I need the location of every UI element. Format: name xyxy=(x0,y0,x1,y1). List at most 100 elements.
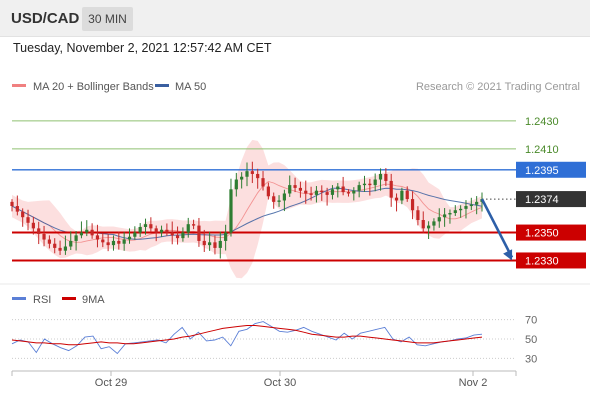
candle-body xyxy=(191,224,196,226)
candle-body xyxy=(373,179,377,186)
candle-body xyxy=(197,225,201,241)
ma20-line xyxy=(11,181,483,243)
candle-body xyxy=(154,228,158,233)
rsi-legend-label: RSI xyxy=(33,294,51,306)
x-tick-label: Oct 30 xyxy=(264,377,296,389)
timeframe-badge[interactable]: 30 MIN xyxy=(82,7,133,31)
candle-body xyxy=(90,229,94,236)
candle-body xyxy=(10,201,14,207)
candle-body xyxy=(469,204,473,207)
candle-body xyxy=(304,190,308,194)
bollinger-legend-label: MA 20 + Bollinger Bands xyxy=(33,81,154,93)
candle-body xyxy=(47,239,51,244)
candle-body xyxy=(256,173,260,179)
candle-body xyxy=(400,190,404,201)
candle-body xyxy=(320,190,324,193)
candle-body xyxy=(122,239,126,244)
candle-body xyxy=(79,232,84,236)
level-label-1.2350: 1.2350 xyxy=(525,228,559,240)
level-label-1.2430: 1.2430 xyxy=(525,116,559,128)
level-badge-1.2350 xyxy=(516,224,586,241)
candle-body xyxy=(213,242,217,248)
copyright-text: Research © 2021 Trading Central xyxy=(416,81,580,93)
rsi-ma-legend-swatch xyxy=(62,297,76,300)
rsi-plot: 70 50 30 xyxy=(11,315,537,365)
price-plot: 1.2430 1.2410 1.2395 1.2374 1.2350 1.2330 xyxy=(10,116,586,279)
candle-body xyxy=(266,186,270,197)
projection-arrow-line xyxy=(480,198,514,259)
candle-body xyxy=(384,173,388,181)
candle-body xyxy=(448,213,452,215)
candle-body xyxy=(432,221,436,226)
candle-body xyxy=(464,206,468,209)
candle-body xyxy=(368,183,372,186)
candle-body xyxy=(95,235,100,240)
rsi-series-9MA xyxy=(11,325,483,346)
candle-body xyxy=(186,224,190,233)
candle-body xyxy=(229,189,233,233)
candle-body xyxy=(357,185,361,191)
rsi-tick-70: 70 xyxy=(525,315,537,327)
x-tick-label: Oct 29 xyxy=(95,377,127,389)
candle-body xyxy=(389,180,393,198)
symbol-label: USD/CAD xyxy=(11,10,80,27)
candle-body xyxy=(250,171,254,174)
candle-body xyxy=(272,196,276,202)
candle-body xyxy=(261,178,265,187)
candle-body xyxy=(405,190,409,200)
candle-body xyxy=(21,211,25,218)
rsi-ma-legend-label: 9MA xyxy=(82,294,105,306)
candle-body xyxy=(69,240,73,247)
rsi-tick-50: 50 xyxy=(525,334,537,346)
candle-body xyxy=(208,242,212,246)
candle-body xyxy=(149,224,153,229)
candle-body xyxy=(378,173,383,180)
candle-body xyxy=(170,232,174,236)
candle-body xyxy=(336,186,340,190)
candle-body xyxy=(410,199,415,211)
candle-body xyxy=(394,197,399,201)
rsi-tick-30: 30 xyxy=(525,353,537,365)
candle-body xyxy=(288,185,292,194)
candle-body xyxy=(475,201,479,205)
rsi-legend-swatch xyxy=(12,297,26,300)
candle-body xyxy=(218,240,222,248)
candle-body xyxy=(181,232,185,239)
candle-body xyxy=(37,228,41,234)
candle-body xyxy=(53,243,57,248)
candle-body xyxy=(26,217,30,223)
candle-body xyxy=(165,229,169,233)
candle-body xyxy=(443,214,447,218)
x-axis: Oct 29 Oct 30 Nov 2 xyxy=(11,371,517,389)
candle-body xyxy=(459,208,463,211)
candle-body xyxy=(437,217,441,222)
candle-body xyxy=(453,210,457,214)
candle-body xyxy=(58,247,62,251)
candle-body xyxy=(421,220,425,229)
candle-body xyxy=(416,210,420,220)
level-label-1.2410: 1.2410 xyxy=(525,144,559,156)
level-badge-1.2330 xyxy=(516,252,586,269)
level-badge-1.2395 xyxy=(516,161,586,178)
level-badge-1.2374 xyxy=(516,191,586,208)
candle-body xyxy=(85,229,89,233)
level-label-1.2374: 1.2374 xyxy=(525,194,559,206)
candle-body xyxy=(352,190,356,194)
candle-body xyxy=(111,240,116,246)
candle-body xyxy=(330,189,335,195)
candle-body xyxy=(234,179,238,190)
candle-body xyxy=(314,190,319,195)
level-label-1.2330: 1.2330 xyxy=(525,255,559,267)
candle-body xyxy=(175,235,180,239)
candle-body xyxy=(245,171,249,177)
projection-arrow-head xyxy=(503,249,513,261)
candle-body xyxy=(202,240,206,246)
candle-body xyxy=(31,222,35,229)
candle-body xyxy=(143,224,148,227)
level-label-1.2395: 1.2395 xyxy=(525,165,559,177)
candle-body xyxy=(309,193,313,195)
candle-body xyxy=(63,246,68,251)
candle-body xyxy=(159,229,164,233)
candle-body xyxy=(298,187,303,191)
candle-body xyxy=(426,225,431,229)
